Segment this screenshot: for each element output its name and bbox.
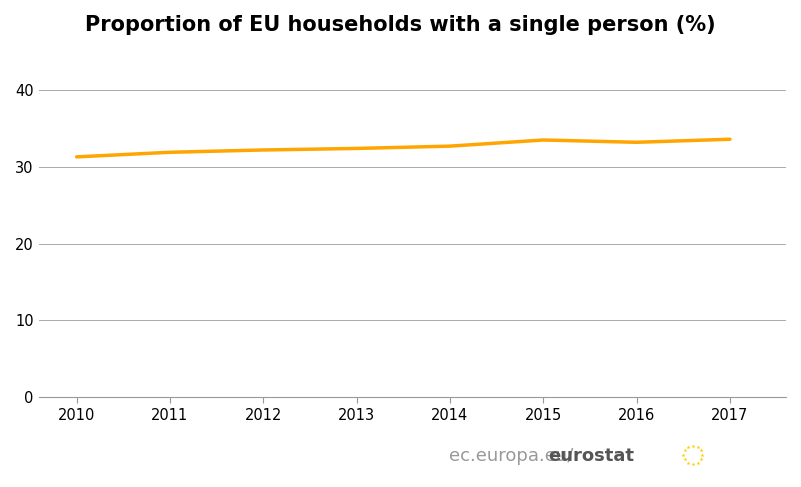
Text: eurostat: eurostat — [548, 447, 634, 465]
Text: Proportion of EU households with a single person (%): Proportion of EU households with a singl… — [85, 15, 716, 35]
Text: ec.europa.eu/: ec.europa.eu/ — [449, 447, 573, 465]
